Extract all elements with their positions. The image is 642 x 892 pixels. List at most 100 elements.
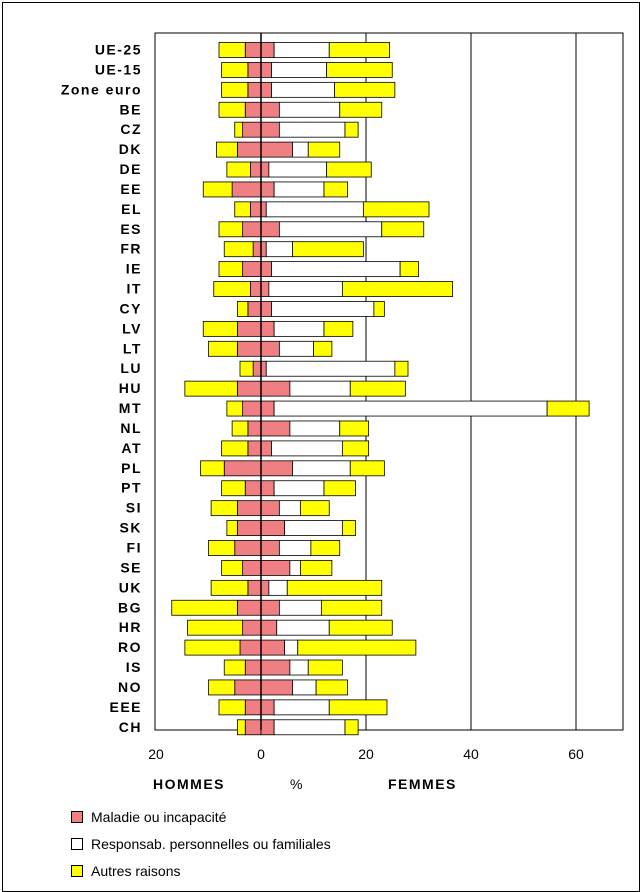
bars	[171, 33, 590, 736]
category-label: BG	[118, 599, 142, 615]
legend-swatch-autres	[71, 864, 83, 877]
bar-femmes-UE-25-s1	[273, 42, 330, 58]
bar-hommes-HU-s0	[236, 380, 262, 397]
bar-hommes-NL-s2	[231, 420, 249, 437]
bar-femmes-IS-s2	[307, 659, 343, 676]
bar-femmes-FI-s1	[278, 540, 312, 556]
bar-hommes-NO-s2	[208, 679, 236, 696]
bar-hommes-EEE-s0	[244, 699, 262, 716]
x-tick-label: 0	[257, 746, 265, 762]
bar-femmes-LU-s2	[394, 360, 409, 377]
category-label: FR	[120, 241, 142, 257]
bar-femmes-FR-s0	[260, 241, 267, 258]
bar-femmes-IE-s1	[271, 261, 401, 278]
bar-hommes-EE-s2	[202, 181, 233, 198]
category-label: FI	[127, 540, 142, 556]
bar-femmes-MT-s0	[260, 400, 275, 417]
category-label: LV	[122, 320, 142, 336]
x-tick-label: 40	[463, 746, 479, 762]
bar-hommes-IE-s0	[242, 261, 262, 278]
bar-femmes-SK-s0	[260, 520, 286, 536]
unit-label: %	[290, 776, 302, 792]
bar-femmes-LT-s2	[313, 340, 333, 357]
bar-hommes-IT-s0	[250, 281, 262, 297]
bar-hommes-SE-s2	[221, 560, 244, 576]
bar-femmes-IS-s0	[260, 659, 291, 676]
bar-femmes-BE-s0	[260, 101, 280, 118]
bar-hommes-LU-s0	[252, 360, 262, 377]
bar-femmes-HR-s0	[260, 619, 278, 636]
bar-femmes-PT-s2	[323, 480, 356, 497]
bar-femmes-EEE-s1	[273, 699, 330, 716]
bar-femmes-HU-s2	[349, 380, 406, 397]
bar-hommes-BE-s0	[244, 101, 262, 118]
bar-hommes-EL-s2	[234, 201, 251, 218]
bar-hommes-IS-s2	[223, 659, 246, 676]
category-label: Zone euro	[61, 81, 142, 97]
bar-femmes-SK-s2	[341, 520, 356, 536]
bar-femmes-FI-s2	[310, 540, 341, 556]
bar-femmes-EEE-s2	[328, 699, 388, 716]
bar-femmes-DE-s0	[260, 161, 270, 178]
bar-hommes-MT-s0	[242, 400, 262, 417]
bar-femmes-SI-s2	[299, 500, 330, 517]
category-label: UE-25	[95, 42, 142, 58]
bar-hommes-ES-s2	[218, 221, 244, 238]
bar-femmes-SI-s0	[260, 500, 280, 517]
category-label: UE-15	[95, 61, 142, 77]
bar-hommes-PL-s2	[200, 460, 225, 477]
category-label: NL	[120, 420, 142, 436]
bar-hommes-PT-s0	[244, 480, 262, 497]
bar-femmes-DK-s2	[307, 141, 341, 158]
bar-hommes-UK-s0	[247, 579, 262, 596]
bar-hommes-SK-s0	[236, 520, 262, 536]
category-label: SI	[126, 500, 142, 516]
category-label: IS	[126, 659, 142, 675]
bar-hommes-FR-s0	[252, 241, 262, 258]
category-label: ES	[120, 221, 142, 237]
bar-femmes-FR-s2	[292, 241, 364, 258]
bar-hommes-IE-s2	[218, 261, 244, 278]
bar-hommes-PL-s0	[223, 460, 262, 477]
bar-hommes-IT-s2	[213, 281, 251, 297]
x-tick-labels: 20 0 20 40 60	[148, 746, 584, 762]
category-label: CH	[119, 719, 142, 735]
category-label: DK	[119, 141, 142, 157]
legend-item-autres: Autres raisons	[71, 857, 331, 884]
category-labels: UE-25 UE-15 Zone euro BE CZ DK DE EE EL ES FR IE IT C…	[61, 42, 142, 735]
bar-hommes-EE-s0	[231, 181, 262, 198]
legend: Maladie ou incapacité Responsab. personn…	[71, 803, 331, 884]
stacked-bar-chart: UE-25 UE-15 Zone euro BE CZ DK DE EE EL ES FR IE IT C…	[61, 32, 624, 792]
bar-femmes-PT-s0	[260, 480, 275, 497]
bar-hommes-PT-s2	[221, 480, 246, 497]
bar-femmes-AT-s0	[260, 440, 272, 457]
category-label: MT	[119, 400, 142, 416]
bar-hommes-SI-s0	[236, 500, 262, 517]
bar-femmes-CH-s2	[344, 719, 359, 736]
bar-femmes-DE-s1	[268, 161, 328, 178]
femmes-label: FEMMES	[388, 776, 457, 792]
bar-femmes-IE-s0	[260, 261, 272, 278]
bar-femmes-CZ-s1	[278, 121, 346, 138]
category-label: EE	[120, 181, 142, 197]
bar-femmes-PL-s0	[260, 460, 293, 477]
bar-femmes-ES-s1	[278, 221, 383, 238]
x-tick-label: 60	[568, 746, 584, 762]
category-label: EL	[121, 201, 142, 217]
bar-hommes-DE-s2	[226, 161, 251, 178]
bar-femmes-LV-s0	[260, 320, 275, 337]
bar-hommes-Zone euro-s0	[247, 81, 262, 98]
bar-femmes-UK-s0	[260, 579, 270, 596]
bar-hommes-FI-s2	[208, 540, 236, 556]
bar-hommes-LU-s2	[239, 360, 254, 377]
bar-femmes-CZ-s2	[344, 121, 359, 138]
bar-femmes-BG-s0	[260, 599, 280, 616]
bar-hommes-UE-15-s0	[247, 62, 262, 78]
bar-femmes-SK-s1	[284, 520, 343, 536]
legend-item-maladie: Maladie ou incapacité	[71, 803, 331, 830]
category-label: NO	[118, 679, 142, 695]
bar-femmes-CY-s0	[260, 301, 272, 317]
bar-hommes-LT-s0	[236, 340, 262, 357]
bar-hommes-EEE-s2	[218, 699, 246, 716]
bar-femmes-EL-s1	[265, 201, 364, 218]
